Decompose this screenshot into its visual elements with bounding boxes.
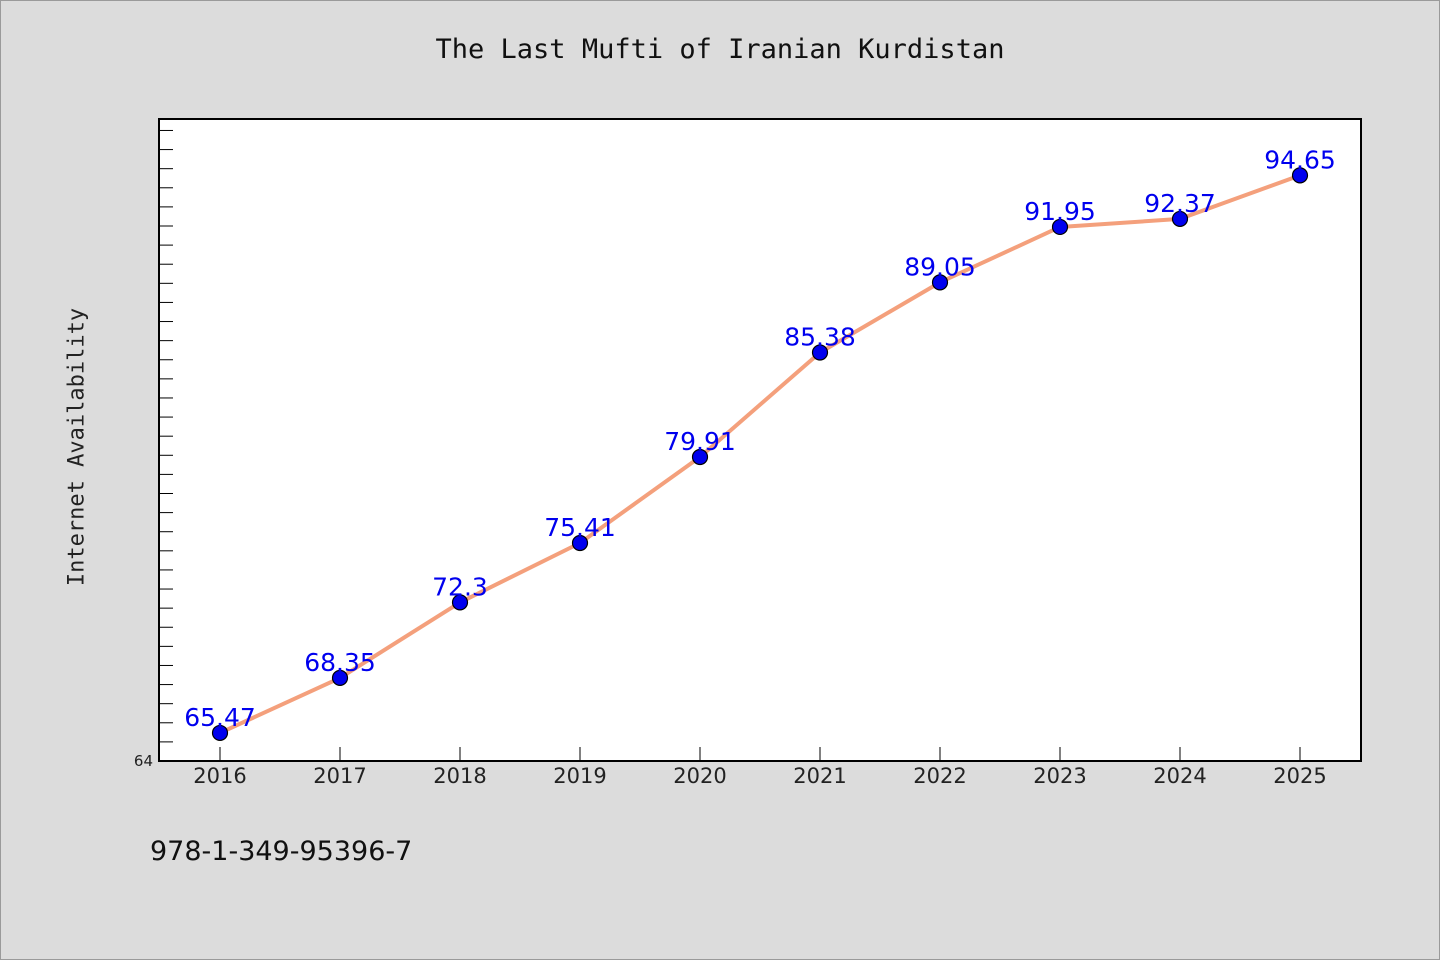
data-label: 85.38 <box>784 322 856 351</box>
data-labels: 65.47 68.35 72.3 75.41 79.91 85.38 89.05 91.95 9… <box>184 145 1336 732</box>
x-tick-label: 2021 <box>793 764 846 788</box>
data-label: 94.65 <box>1264 145 1336 174</box>
data-point-marker <box>211 724 229 742</box>
data-point-marker <box>1171 210 1189 228</box>
x-tick-label: 2024 <box>1153 764 1206 788</box>
data-label: 65.47 <box>184 703 256 732</box>
data-label: 79.91 <box>664 427 736 456</box>
series-line <box>218 173 1302 735</box>
x-tick-label: 2018 <box>433 764 486 788</box>
data-label: 75.41 <box>544 513 616 542</box>
x-tick-label: 2025 <box>1273 764 1326 788</box>
data-label: 68.35 <box>304 648 376 677</box>
plot-area <box>158 118 1362 762</box>
data-point-marker <box>331 669 349 686</box>
chart-title: The Last Mufti of Iranian Kurdistan <box>435 34 1005 65</box>
x-tick-label: 2019 <box>553 764 606 788</box>
data-label: 91.95 <box>1024 197 1096 226</box>
footer-isbn: 978-1-349-95396-7 <box>150 836 413 867</box>
x-tick-label: 2016 <box>193 764 246 788</box>
data-point-marker <box>1051 218 1069 236</box>
data-label: 72.3 <box>432 572 488 601</box>
data-label: 89.05 <box>904 252 976 281</box>
y-axis-ticks <box>159 129 173 762</box>
series-markers <box>211 167 1309 742</box>
data-point-marker <box>1291 167 1309 184</box>
x-tick-label: 2023 <box>1033 764 1086 788</box>
data-point-marker <box>691 448 709 466</box>
data-label: 92.37 <box>1144 189 1216 218</box>
x-tick-label: 2020 <box>673 764 726 788</box>
x-tick-label: 2022 <box>913 764 966 788</box>
data-point-marker <box>811 344 829 361</box>
x-axis-ticks: 2016 2017 2018 2019 2020 2021 2022 2023 2024 2025 <box>193 747 1327 788</box>
y-tick-label-min: 64 <box>134 752 153 770</box>
x-tick-label: 2017 <box>313 764 366 788</box>
data-point-marker <box>931 274 949 291</box>
data-point-marker <box>451 594 469 611</box>
data-point-marker <box>571 534 589 552</box>
